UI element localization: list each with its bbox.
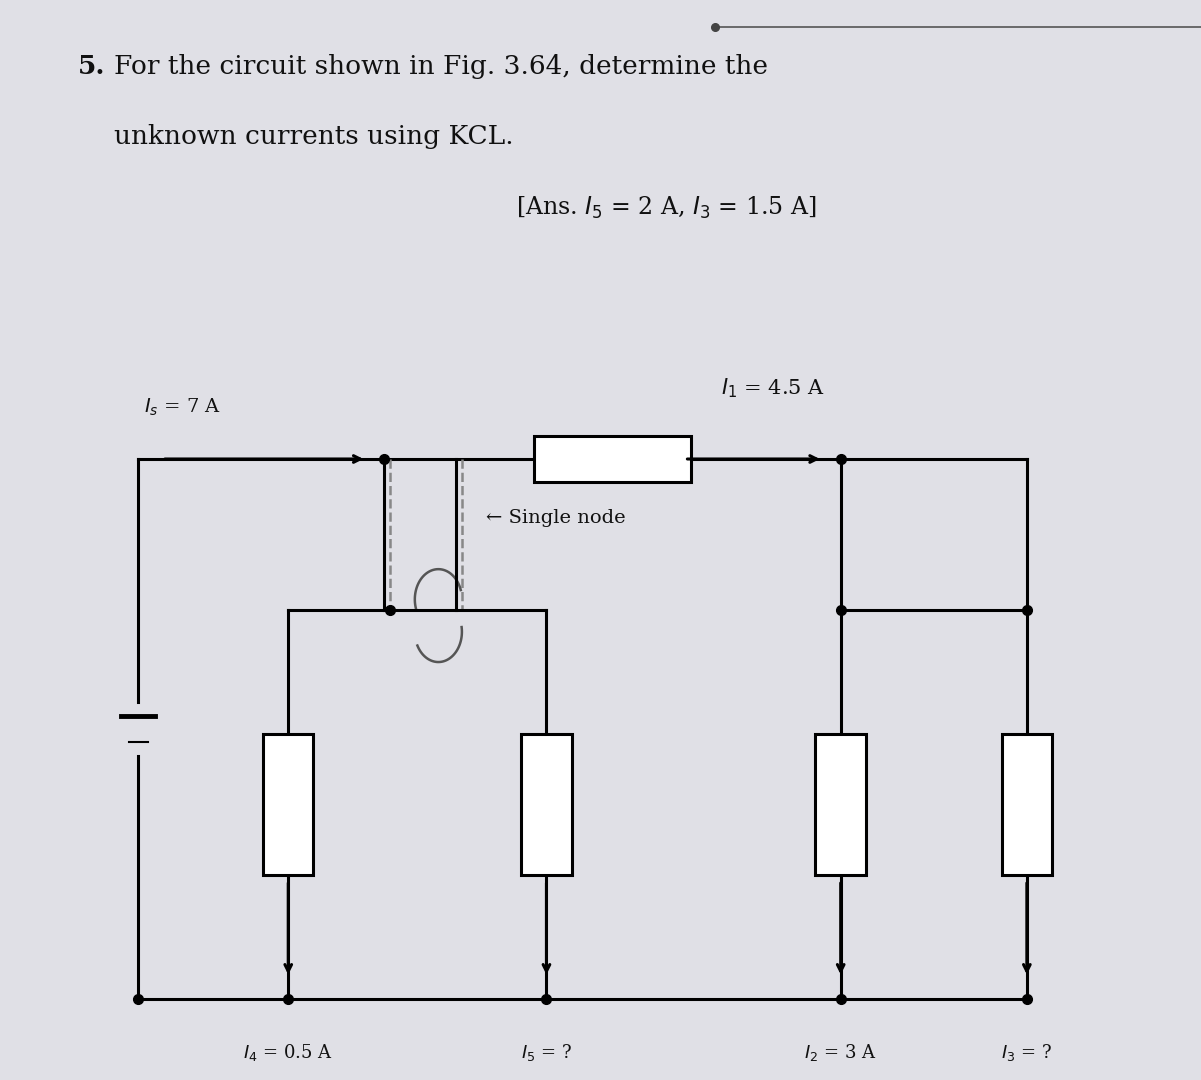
- Bar: [534, 436, 691, 482]
- Bar: [263, 734, 313, 875]
- Text: unknown currents using KCL.: unknown currents using KCL.: [114, 124, 514, 149]
- Text: $I_2$ = 3 A: $I_2$ = 3 A: [805, 1042, 877, 1063]
- Text: $I_5$ = ?: $I_5$ = ?: [521, 1042, 572, 1063]
- Text: For the circuit shown in Fig. 3.64, determine the: For the circuit shown in Fig. 3.64, dete…: [114, 54, 769, 79]
- Text: $I_1$ = 4.5 A: $I_1$ = 4.5 A: [721, 376, 825, 400]
- Bar: [815, 734, 866, 875]
- Text: $I_4$ = 0.5 A: $I_4$ = 0.5 A: [244, 1042, 333, 1063]
- Bar: [1002, 734, 1052, 875]
- Text: 5.: 5.: [78, 54, 106, 79]
- Text: $I_3$ = ?: $I_3$ = ?: [1002, 1042, 1052, 1063]
- Text: [Ans. $I_5$ = 2 A, $I_3$ = 1.5 A]: [Ans. $I_5$ = 2 A, $I_3$ = 1.5 A]: [516, 194, 817, 220]
- Text: ← Single node: ← Single node: [486, 510, 626, 527]
- Bar: [521, 734, 572, 875]
- Text: $I_s$ = 7 A: $I_s$ = 7 A: [144, 396, 221, 418]
